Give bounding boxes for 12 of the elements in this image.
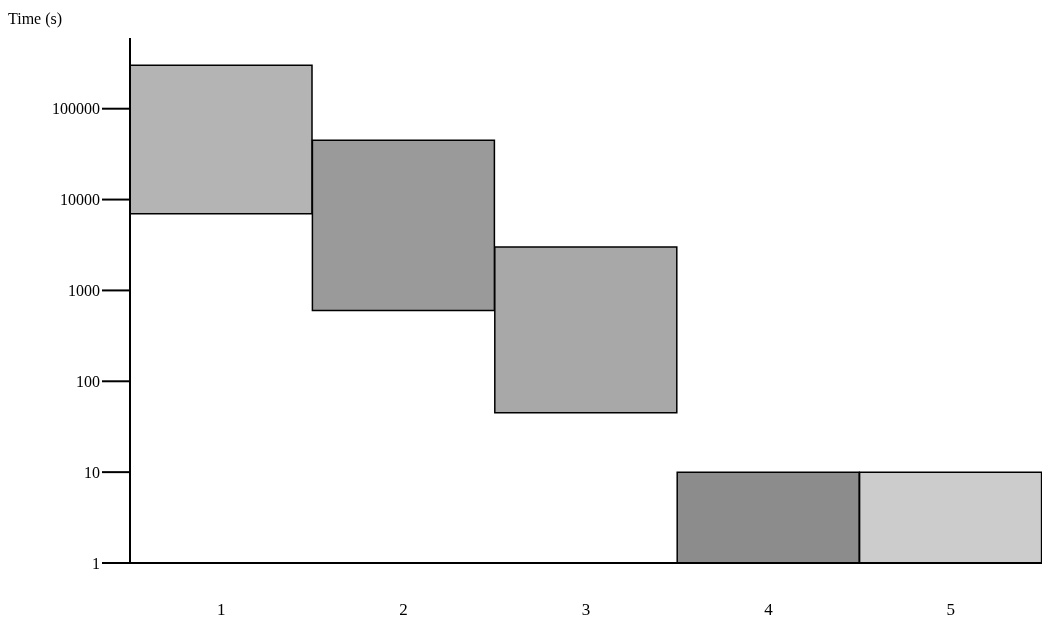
x-tick-label: 1 [216,600,226,620]
y-tick-label: 1000 [68,282,100,300]
y-tick-label: 100000 [52,100,100,118]
y-tick-label: 100 [76,372,100,390]
y-tick-label: 10 [84,463,100,481]
x-tick-label: 5 [946,600,956,620]
x-tick-label: 4 [764,600,774,620]
y-tick-label: 10000 [60,191,100,209]
y-tick-label: 1 [92,554,100,572]
y-axis-title: Time (s) [8,10,63,28]
x-tick-label: 3 [581,600,591,620]
x-tick-label: 2 [399,600,408,620]
